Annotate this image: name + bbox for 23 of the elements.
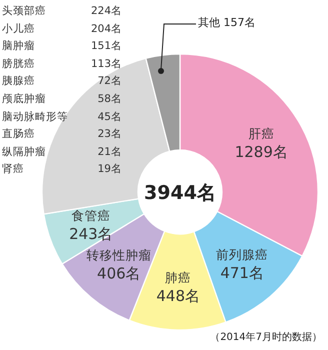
- text: 肾癌 19名: [2, 163, 122, 176]
- slice-label: 食管癌: [71, 208, 110, 223]
- data-label: 448名: [156, 286, 200, 305]
- slice-label: 肺癌: [165, 270, 192, 285]
- text: 小儿癌 204名: [2, 22, 122, 35]
- text: 脑动脉畸形等 45名: [2, 110, 122, 123]
- slice-label: 其他 157名: [198, 15, 256, 30]
- data-label: 406名: [97, 264, 141, 283]
- slice-label: 前列腺癌: [216, 246, 268, 262]
- data-label: 1289名: [234, 142, 288, 161]
- text: 胰腺癌 72名: [2, 75, 122, 88]
- text: （2014年7月时的数据）: [210, 330, 322, 344]
- text: 3944名: [143, 181, 217, 206]
- text: 膀胱癌 113名: [2, 58, 122, 70]
- slice-label: 转移性肿瘤: [86, 248, 152, 263]
- text: 纵隔肿瘤 21名: [2, 146, 122, 158]
- slice-label: 肝癌: [248, 126, 274, 141]
- data-label: 243名: [69, 224, 113, 243]
- data-label: 471名: [220, 264, 264, 282]
- text: 直肠癌 23名: [2, 128, 122, 140]
- text: 头颈部癌 224名: [2, 5, 122, 17]
- text: 颅底肿瘤 58名: [2, 93, 122, 105]
- text: 脑肿瘤 151名: [2, 40, 122, 52]
